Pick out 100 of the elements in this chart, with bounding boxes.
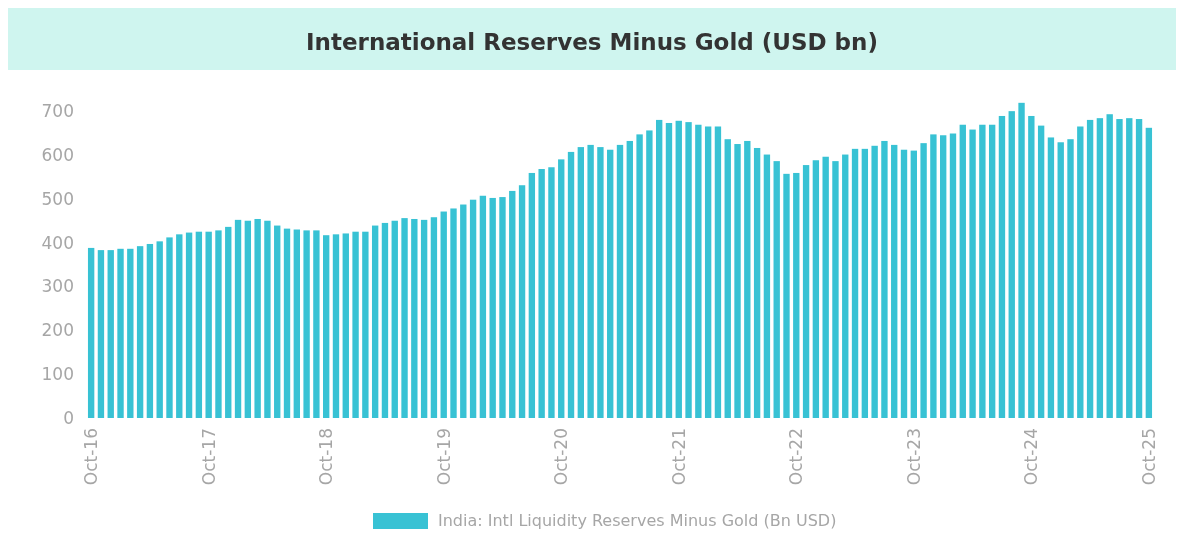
bar	[1037, 125, 1045, 418]
bar	[881, 140, 888, 418]
bar	[959, 124, 966, 418]
bar	[127, 248, 134, 418]
bar	[411, 218, 418, 418]
bar	[1067, 139, 1074, 418]
bar	[244, 220, 252, 418]
bar	[832, 161, 839, 418]
x-tick-label: Oct-21	[668, 428, 689, 486]
bar	[166, 237, 173, 418]
bar	[558, 159, 565, 418]
bar	[371, 225, 379, 418]
bar	[469, 199, 477, 418]
bar	[342, 233, 349, 418]
bar	[704, 126, 712, 418]
bar	[685, 122, 692, 418]
x-tick-label: Oct-22	[786, 428, 807, 486]
bar	[802, 165, 810, 418]
bar	[567, 151, 575, 418]
bar	[1135, 119, 1143, 418]
bar	[910, 150, 917, 418]
bar	[724, 139, 731, 418]
bar	[303, 230, 310, 418]
bar	[136, 246, 144, 418]
x-tick-label: Oct-16	[81, 428, 102, 486]
bar	[783, 173, 790, 418]
x-tick-label: Oct-23	[903, 428, 924, 486]
bar	[460, 204, 467, 418]
bar	[714, 126, 722, 418]
x-tick-label: Oct-19	[433, 428, 454, 486]
bar	[577, 147, 585, 418]
bar	[274, 225, 281, 418]
bar	[851, 148, 859, 418]
bar	[479, 195, 487, 418]
bar	[773, 161, 780, 418]
bar	[450, 208, 457, 418]
bar	[949, 133, 957, 418]
bar	[763, 154, 771, 418]
x-tick-label: Oct-20	[551, 428, 572, 486]
y-tick-label: 500	[41, 188, 74, 209]
bar	[518, 185, 526, 418]
bar	[401, 218, 408, 418]
chart-title: International Reserves Minus Gold (USD bn)	[306, 29, 878, 55]
bar	[352, 231, 359, 418]
bar	[597, 147, 604, 418]
bar	[391, 220, 398, 418]
bar	[1047, 137, 1055, 418]
y-tick-label: 700	[41, 101, 74, 122]
y-tick-label: 0	[63, 407, 74, 428]
bar	[97, 250, 105, 418]
bar	[822, 156, 829, 418]
bar	[362, 231, 369, 418]
bar	[381, 222, 389, 418]
bar	[900, 149, 908, 418]
bar	[195, 231, 203, 418]
y-tick-label: 100	[41, 364, 74, 385]
bar	[655, 119, 663, 418]
bar	[930, 134, 937, 418]
bar	[283, 228, 291, 418]
bar	[1018, 102, 1025, 418]
bar	[793, 172, 800, 418]
bar	[842, 154, 849, 418]
bar	[607, 149, 614, 418]
x-tick-label: Oct-25	[1138, 428, 1159, 486]
bar	[1086, 119, 1094, 418]
bar	[420, 219, 428, 418]
bar	[264, 220, 271, 418]
bar	[734, 144, 741, 418]
bar	[744, 140, 751, 418]
bar	[1057, 142, 1064, 418]
bar	[636, 134, 643, 418]
bar	[538, 169, 545, 418]
bar	[509, 190, 516, 418]
bar	[1028, 115, 1035, 418]
bar	[440, 211, 447, 418]
bar	[1116, 119, 1123, 418]
bar	[176, 234, 183, 418]
bar	[548, 167, 555, 418]
bar	[812, 160, 820, 418]
bar	[871, 145, 878, 418]
y-tick-label: 300	[41, 276, 74, 297]
bar	[695, 124, 702, 418]
bar	[1096, 118, 1104, 418]
bar	[1106, 114, 1113, 418]
bar	[146, 243, 154, 418]
bar	[293, 229, 300, 418]
x-tick-label: Oct-17	[198, 428, 219, 486]
y-tick-label: 600	[41, 144, 74, 165]
bar	[940, 135, 947, 418]
y-tick-label: 200	[41, 320, 74, 341]
bar	[988, 124, 996, 418]
bar	[254, 218, 261, 418]
bar	[1145, 127, 1153, 418]
bar	[528, 172, 536, 418]
x-tick-label: Oct-18	[316, 428, 337, 486]
bar	[1077, 126, 1084, 418]
bar	[430, 217, 438, 418]
bar	[205, 231, 212, 418]
bar	[313, 230, 320, 418]
bar	[587, 144, 594, 418]
